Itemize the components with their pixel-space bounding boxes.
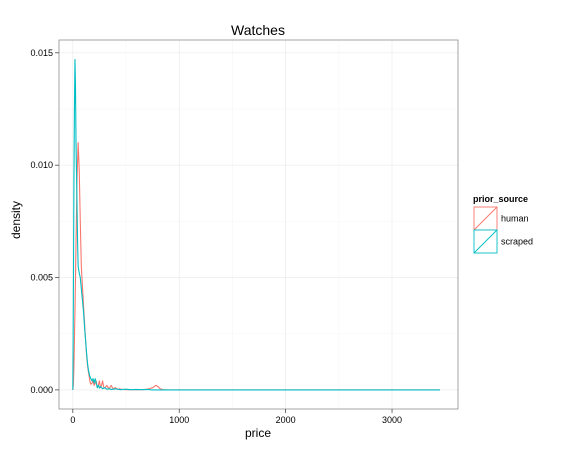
legend-key-line-human: [473, 206, 498, 231]
legend: prior_source human scraped: [473, 194, 533, 254]
chart-title: Watches: [231, 22, 285, 38]
series-layer: [72, 58, 440, 391]
x-tick-label: 2000: [276, 415, 296, 425]
y-tick-label: 0.005: [30, 273, 53, 283]
series-line-scraped: [72, 58, 440, 391]
y-axis-title: density: [9, 201, 23, 239]
x-tick-label: 3000: [382, 415, 402, 425]
grid-minor: [59, 40, 458, 409]
x-tick-label: 0: [70, 415, 75, 425]
legend-label-scraped: scraped: [501, 237, 533, 247]
panel-border: [58, 39, 459, 410]
y-tick-label: 0.000: [30, 385, 53, 395]
legend-label-human: human: [501, 214, 529, 224]
x-tick-label: 1000: [169, 415, 189, 425]
x-axis-title: price: [245, 426, 271, 440]
y-tick-label: 0.010: [30, 160, 53, 170]
legend-title: prior_source: [473, 194, 528, 204]
legend-key-line-scraped: [473, 229, 498, 254]
series-line-human: [72, 142, 440, 391]
y-tick-label: 0.015: [30, 48, 53, 58]
x-axis: 0 1000 2000 3000: [70, 409, 402, 425]
y-axis: 0.000 0.005 0.010 0.015: [30, 48, 59, 395]
